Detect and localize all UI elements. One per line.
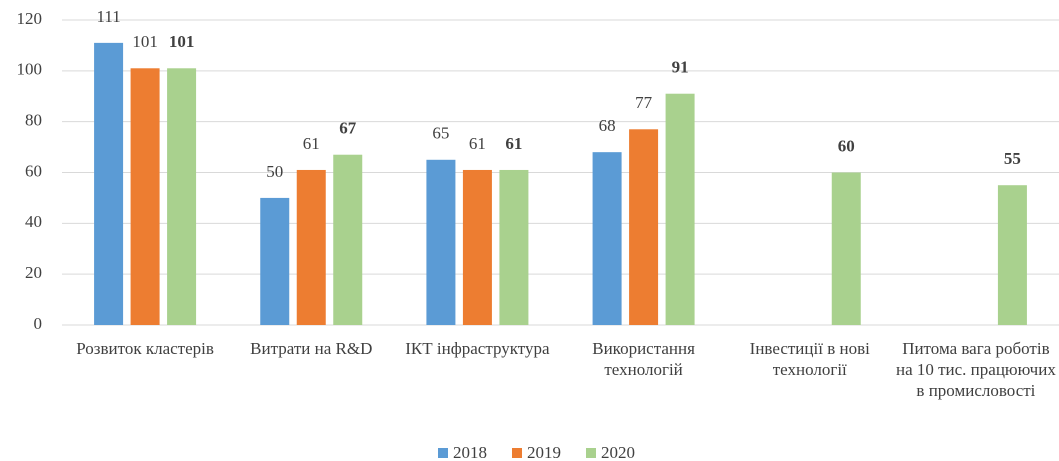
- x-tick-label: ІКТ інфраструктура: [405, 339, 550, 358]
- data-label: 101: [132, 32, 158, 51]
- legend-swatch: [586, 448, 596, 458]
- y-tick-label: 0: [34, 314, 43, 333]
- x-tick-label: Розвиток кластерів: [76, 339, 214, 358]
- legend-swatch: [438, 448, 448, 458]
- data-label: 60: [838, 136, 855, 155]
- x-tick-label: Використання технологій: [592, 339, 695, 379]
- data-label: 61: [505, 134, 522, 153]
- data-label: 111: [96, 7, 120, 26]
- bar: [260, 197, 290, 325]
- y-tick-label: 40: [25, 212, 42, 231]
- y-tick-label: 20: [25, 263, 42, 282]
- bar: [296, 169, 326, 325]
- x-tick-label: Інвестиції в нові технології: [749, 339, 870, 379]
- x-tick-label: Витрати на R&D: [250, 339, 373, 358]
- legend-label: 2020: [601, 443, 635, 461]
- data-label: 50: [266, 162, 283, 181]
- x-tick-label: Питома вага роботів на 10 тис. працюючих…: [895, 339, 1056, 400]
- y-tick-label: 100: [17, 60, 43, 79]
- legend-swatch: [512, 448, 522, 458]
- data-label: 67: [339, 119, 357, 138]
- data-label: 55: [1004, 149, 1021, 168]
- bar: [629, 129, 659, 325]
- bar: [997, 185, 1027, 325]
- bar: [462, 169, 492, 325]
- bar: [665, 93, 695, 325]
- data-label: 68: [599, 116, 616, 135]
- data-label: 77: [635, 93, 653, 112]
- data-label: 61: [469, 134, 486, 153]
- data-label: 91: [672, 58, 689, 77]
- legend-label: 2019: [527, 443, 561, 461]
- bar: [167, 68, 197, 326]
- bar: [592, 152, 622, 325]
- y-tick-label: 80: [25, 111, 42, 130]
- bar: [831, 172, 861, 325]
- bar: [333, 154, 363, 325]
- legend-label: 2018: [453, 443, 487, 461]
- data-label: 65: [432, 124, 449, 143]
- data-label: 61: [303, 134, 320, 153]
- data-label: 101: [169, 32, 195, 51]
- y-tick-label: 60: [25, 161, 42, 180]
- bar: [94, 42, 124, 325]
- bar: [130, 68, 160, 326]
- y-tick-label: 120: [17, 9, 43, 28]
- bar: [426, 159, 456, 325]
- bar: [499, 169, 529, 325]
